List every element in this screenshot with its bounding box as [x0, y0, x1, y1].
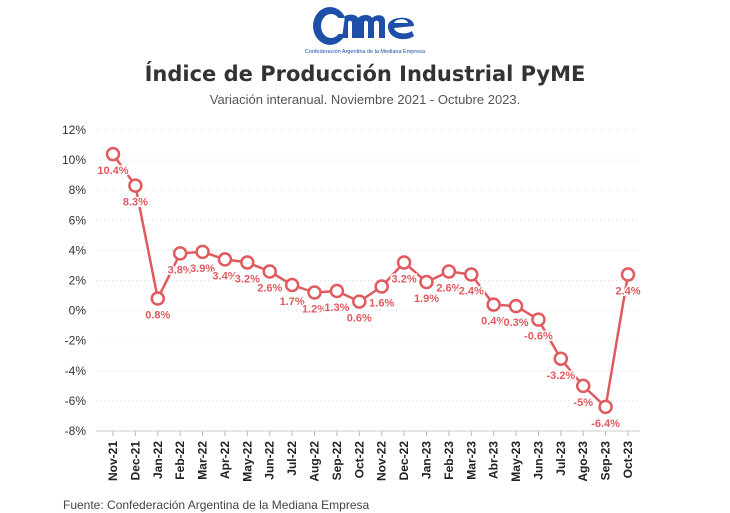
x-tick-label: Oct-23 [621, 441, 635, 479]
x-tick-label: Feb-23 [442, 441, 456, 480]
y-tick-label: -8% [65, 424, 87, 438]
data-label: 2.4% [459, 285, 484, 297]
data-point [352, 294, 367, 309]
source-note: Fuente: Confederación Argentina de la Me… [63, 498, 370, 512]
data-label: 1.9% [414, 293, 439, 305]
data-label: -5% [573, 397, 593, 409]
x-tick-label: Sep-22 [330, 441, 344, 481]
data-point [419, 274, 434, 290]
data-point [217, 252, 233, 267]
data-point [195, 244, 210, 260]
x-tick-label: Aug-22 [308, 441, 322, 482]
y-tick-label: 4% [69, 243, 87, 257]
x-tick-label: Ago-23 [576, 441, 590, 482]
data-point [486, 297, 501, 312]
data-point [307, 285, 322, 300]
data-label: 2.4% [615, 285, 640, 297]
x-tick-label: Oct-22 [352, 441, 366, 479]
x-tick-label: Sep-23 [599, 441, 613, 481]
data-point [598, 399, 613, 415]
y-tick-label: -2% [65, 334, 87, 348]
data-label: 1.7% [280, 296, 305, 308]
data-label: 1.2% [302, 304, 327, 316]
data-point [329, 283, 345, 299]
data-point [374, 279, 389, 294]
came-logo-mark [313, 7, 414, 45]
data-label: 10.4% [97, 165, 128, 177]
data-point [240, 255, 255, 270]
data-label: 0.6% [347, 313, 372, 325]
data-label: 2.6% [436, 282, 461, 294]
y-tick-label: -6% [65, 394, 87, 408]
x-tick-label: Nov-22 [375, 441, 389, 481]
x-tick-label: Jan-22 [151, 441, 165, 479]
x-tick-label: Dec-21 [128, 441, 142, 481]
data-label: 3.2% [392, 273, 417, 285]
data-point [262, 264, 277, 279]
data-point [464, 267, 479, 282]
data-point [531, 312, 546, 327]
data-label: 3.8% [168, 264, 193, 276]
data-point [575, 378, 591, 394]
data-point [508, 298, 524, 314]
x-tick-label: Jun-23 [531, 441, 545, 480]
x-tick-label: Abr-23 [487, 441, 501, 479]
x-tick-label: Jul-23 [554, 441, 568, 476]
chart-subtitle: Variación interanual. Noviembre 2021 - O… [209, 92, 521, 107]
data-label: 1.6% [369, 298, 394, 310]
data-label: 3.4% [212, 270, 237, 282]
data-point [128, 178, 143, 193]
data-label: 0.4% [481, 316, 506, 328]
chart-title: Índice de Producción Industrial PyME [144, 62, 586, 86]
data-label: 2.6% [257, 282, 282, 294]
data-label: -6.4% [591, 418, 620, 430]
data-label: 3.9% [190, 263, 215, 275]
data-point [105, 146, 121, 162]
came-logo: Confederación Argentina de la Mediana Em… [290, 4, 440, 60]
x-tick-label: Mar-23 [464, 441, 478, 480]
x-tick-label: Apr-22 [218, 441, 232, 479]
data-label: 3.2% [235, 273, 260, 285]
data-label: 0.8% [145, 310, 170, 322]
data-point [553, 351, 569, 367]
data-point [620, 267, 636, 282]
x-tick-label: May-23 [509, 441, 523, 482]
logo-subtitle: Confederación Argentina de la Mediana Em… [304, 49, 426, 55]
y-tick-label: 8% [69, 183, 87, 197]
x-tick-label: Nov-21 [106, 441, 120, 481]
y-tick-label: 0% [69, 304, 87, 318]
x-tick-label: May-22 [240, 441, 254, 482]
data-point [441, 264, 457, 279]
data-label: -3.2% [546, 370, 575, 382]
y-tick-label: 2% [69, 274, 87, 288]
y-tick-label: -4% [65, 364, 87, 378]
data-label: 8.3% [123, 197, 148, 209]
data-label: 0.3% [504, 317, 529, 329]
y-tick-label: 10% [62, 153, 86, 167]
x-tick-label: Mar-22 [196, 441, 210, 480]
y-tick-label: 12% [62, 123, 86, 137]
data-point [396, 255, 412, 270]
data-point [172, 246, 188, 261]
data-point [284, 277, 300, 293]
x-tick-label: Jul-22 [285, 441, 299, 476]
data-label: -0.6% [524, 331, 553, 343]
x-tick-label: Feb-22 [173, 441, 187, 480]
data-point [150, 291, 166, 306]
y-tick-label: 6% [69, 213, 87, 227]
x-tick-label: Dec-22 [397, 441, 411, 481]
x-tick-label: Jun-22 [263, 441, 277, 480]
data-label: 1.3% [324, 302, 349, 314]
x-tick-label: Jan-23 [419, 441, 433, 479]
